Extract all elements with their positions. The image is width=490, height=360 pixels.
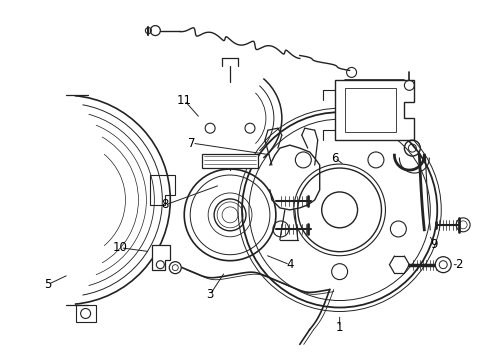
- Text: 4: 4: [286, 258, 294, 271]
- Circle shape: [435, 257, 451, 273]
- Text: 11: 11: [177, 94, 192, 107]
- Polygon shape: [152, 245, 171, 270]
- Text: 5: 5: [44, 278, 51, 291]
- Text: 6: 6: [331, 152, 339, 165]
- Text: 3: 3: [206, 288, 214, 301]
- Text: 7: 7: [189, 137, 196, 150]
- Text: 10: 10: [113, 241, 128, 254]
- Text: 9: 9: [431, 238, 438, 251]
- Text: 2: 2: [455, 258, 463, 271]
- Polygon shape: [335, 80, 415, 140]
- Bar: [202, 154, 258, 168]
- Circle shape: [366, 96, 393, 124]
- Text: 1: 1: [336, 321, 343, 334]
- Text: 8: 8: [162, 198, 169, 211]
- Bar: [344, 88, 396, 132]
